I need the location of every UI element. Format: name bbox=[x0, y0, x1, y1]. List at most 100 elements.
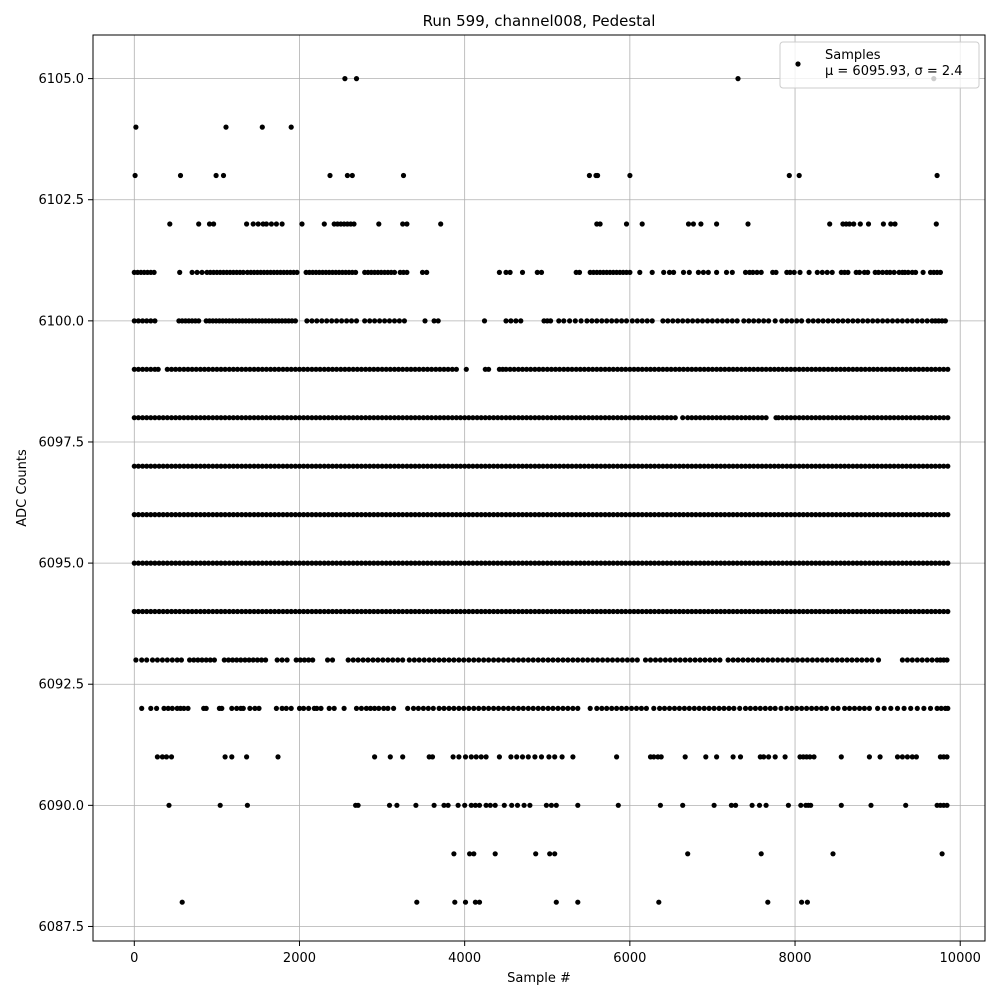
data-point bbox=[941, 366, 947, 372]
data-point bbox=[247, 560, 253, 566]
data-point bbox=[131, 608, 137, 615]
data-point bbox=[928, 366, 934, 372]
data-point bbox=[719, 318, 726, 324]
data-point bbox=[813, 511, 819, 518]
data-point bbox=[292, 318, 298, 324]
data-point bbox=[189, 415, 195, 421]
data-point bbox=[833, 366, 839, 372]
data-point bbox=[778, 705, 784, 712]
data-point bbox=[478, 754, 484, 760]
data-point bbox=[177, 366, 183, 372]
data-point bbox=[404, 560, 410, 566]
data-point bbox=[445, 463, 451, 469]
data-point bbox=[627, 511, 633, 518]
data-point bbox=[789, 705, 795, 712]
data-point bbox=[379, 366, 385, 372]
y-axis-label: ADC Counts bbox=[15, 449, 30, 527]
data-point bbox=[850, 366, 856, 372]
data-point bbox=[400, 172, 407, 179]
data-point bbox=[424, 269, 430, 275]
data-point bbox=[548, 511, 555, 518]
data-point bbox=[201, 560, 208, 566]
data-point bbox=[272, 560, 278, 566]
data-point bbox=[131, 415, 137, 421]
data-point bbox=[682, 754, 688, 760]
data-point bbox=[144, 366, 150, 372]
data-point bbox=[780, 415, 786, 421]
data-point bbox=[675, 318, 681, 324]
data-point bbox=[446, 657, 452, 663]
data-point bbox=[532, 366, 538, 372]
data-point bbox=[573, 463, 579, 469]
data-point bbox=[737, 705, 743, 712]
data-point bbox=[544, 415, 550, 421]
data-point bbox=[513, 318, 519, 324]
data-point bbox=[451, 851, 457, 857]
data-point bbox=[301, 705, 307, 712]
data-point bbox=[372, 705, 378, 712]
data-point bbox=[899, 754, 906, 760]
data-point bbox=[705, 269, 711, 275]
data-point bbox=[602, 511, 608, 518]
data-point bbox=[914, 705, 920, 712]
data-point bbox=[845, 269, 851, 275]
data-point bbox=[135, 366, 141, 372]
data-point bbox=[761, 318, 767, 324]
data-point bbox=[791, 269, 797, 275]
data-point bbox=[570, 657, 576, 663]
data-point bbox=[420, 511, 426, 518]
data-point bbox=[792, 415, 798, 421]
data-point bbox=[829, 269, 835, 275]
data-point bbox=[305, 366, 311, 372]
data-point bbox=[133, 657, 139, 663]
data-point bbox=[944, 754, 950, 760]
data-point bbox=[738, 608, 745, 615]
data-point bbox=[365, 657, 371, 663]
data-point bbox=[788, 560, 794, 566]
data-point bbox=[590, 415, 596, 421]
data-point bbox=[697, 366, 703, 372]
data-point bbox=[932, 463, 939, 469]
data-point bbox=[693, 415, 699, 421]
data-point bbox=[693, 511, 699, 518]
data-point bbox=[763, 463, 769, 469]
data-point bbox=[797, 269, 803, 275]
data-point bbox=[598, 608, 604, 615]
data-point bbox=[247, 705, 253, 712]
data-point bbox=[651, 705, 657, 712]
data-point bbox=[437, 415, 443, 421]
data-point bbox=[429, 415, 435, 421]
data-point bbox=[730, 754, 736, 760]
data-point bbox=[358, 463, 364, 469]
data-point bbox=[396, 415, 402, 421]
data-point bbox=[731, 705, 737, 712]
data-point bbox=[251, 511, 257, 518]
data-point bbox=[177, 511, 183, 518]
data-point bbox=[701, 463, 707, 469]
data-point bbox=[580, 657, 586, 663]
data-point bbox=[754, 269, 760, 275]
data-point bbox=[230, 463, 236, 469]
data-point bbox=[569, 560, 575, 566]
data-point bbox=[685, 560, 691, 566]
data-point bbox=[614, 657, 621, 663]
data-point bbox=[868, 802, 874, 808]
data-point bbox=[268, 463, 274, 469]
data-point bbox=[179, 899, 185, 905]
data-point bbox=[903, 511, 910, 518]
data-point bbox=[680, 318, 686, 324]
data-point bbox=[468, 802, 474, 808]
data-point bbox=[858, 415, 864, 421]
data-point bbox=[507, 560, 513, 566]
data-point bbox=[338, 608, 344, 615]
data-point bbox=[610, 463, 616, 469]
data-point bbox=[387, 608, 393, 615]
data-point bbox=[784, 705, 790, 712]
data-point bbox=[920, 366, 926, 372]
data-point bbox=[680, 415, 686, 421]
data-point bbox=[144, 560, 150, 566]
data-point bbox=[799, 318, 805, 324]
data-point bbox=[920, 269, 926, 275]
data-point bbox=[790, 657, 796, 663]
data-point bbox=[156, 511, 162, 518]
